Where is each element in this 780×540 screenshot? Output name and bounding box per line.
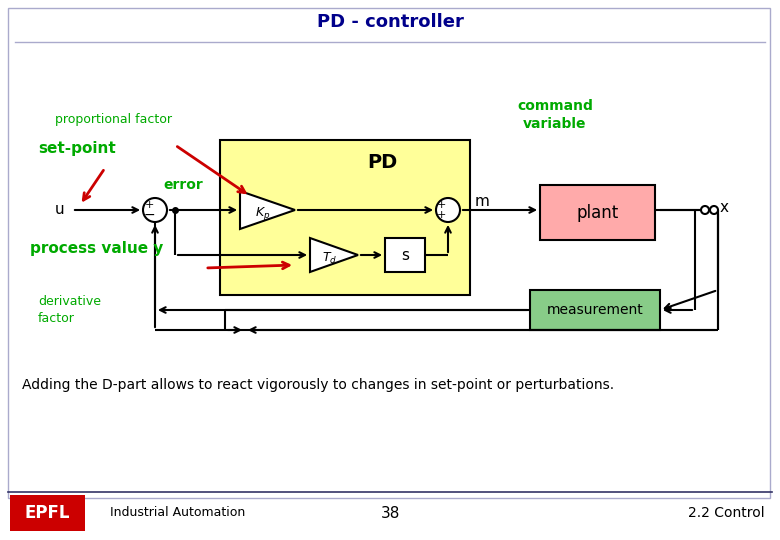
Polygon shape	[240, 191, 295, 229]
Text: +: +	[436, 210, 445, 220]
Text: Adding the D-part allows to react vigorously to changes in set-point or perturba: Adding the D-part allows to react vigoro…	[22, 378, 614, 392]
Text: plant: plant	[576, 204, 619, 221]
Text: −: −	[144, 208, 154, 222]
Text: $T_d$: $T_d$	[321, 251, 337, 266]
Text: EPFL: EPFL	[24, 504, 69, 522]
Text: u: u	[55, 202, 65, 218]
Circle shape	[701, 206, 709, 214]
Text: measurement: measurement	[547, 303, 644, 317]
Bar	[385, 238, 425, 272]
Text: PD - controller: PD - controller	[317, 13, 463, 31]
Text: command
variable: command variable	[517, 99, 593, 131]
Text: derivative
factor: derivative factor	[38, 295, 101, 325]
Text: 38: 38	[381, 505, 399, 521]
Text: proportional factor: proportional factor	[55, 113, 172, 126]
Polygon shape	[310, 238, 358, 272]
Text: +: +	[144, 200, 154, 210]
Text: x: x	[719, 200, 729, 215]
Text: m: m	[474, 194, 489, 210]
Text: s: s	[401, 247, 409, 262]
Bar	[530, 290, 660, 330]
Bar	[220, 140, 470, 295]
Bar	[540, 185, 655, 240]
Text: Industrial Automation: Industrial Automation	[110, 507, 245, 519]
Circle shape	[436, 198, 460, 222]
Bar	[10, 495, 85, 531]
Text: 2.2 Control: 2.2 Control	[689, 506, 765, 520]
Text: process value y: process value y	[30, 240, 163, 255]
Circle shape	[710, 206, 718, 214]
Text: +: +	[436, 200, 445, 210]
Text: error: error	[163, 178, 203, 192]
Text: $K_p$: $K_p$	[255, 206, 271, 222]
Text: set-point: set-point	[38, 140, 115, 156]
Text: PD: PD	[367, 152, 398, 172]
Circle shape	[143, 198, 167, 222]
